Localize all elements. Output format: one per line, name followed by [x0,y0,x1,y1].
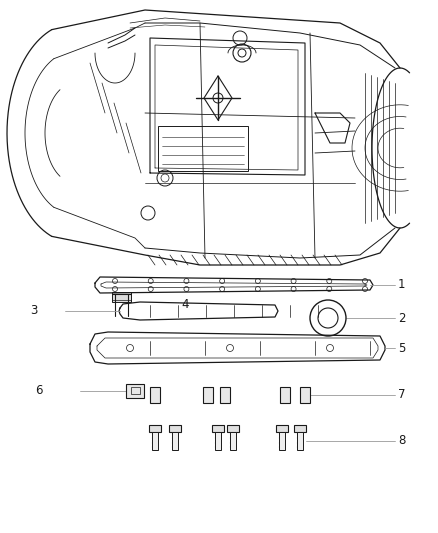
Text: 1: 1 [398,279,406,292]
Bar [172,432,178,450]
Text: 5: 5 [398,342,406,354]
Bar [220,387,230,403]
Bar [279,432,285,450]
Text: 7: 7 [398,389,406,401]
Bar [112,292,131,302]
Bar [158,126,248,171]
Bar [149,425,161,432]
Text: 4: 4 [181,297,189,311]
Text: 2: 2 [398,311,406,325]
Bar [294,425,306,432]
Bar [227,425,239,432]
Bar [276,425,288,432]
Bar [203,387,213,403]
Bar [215,432,221,450]
Bar [152,432,158,450]
Bar [131,387,140,394]
Bar [169,425,181,432]
Bar [297,432,303,450]
Bar [150,387,160,403]
Bar [230,432,236,450]
Text: 3: 3 [30,304,37,318]
Bar [300,387,310,403]
Bar [280,387,290,403]
Bar [126,384,144,398]
Text: 8: 8 [398,434,406,448]
Bar [212,425,224,432]
Text: 6: 6 [35,384,42,398]
